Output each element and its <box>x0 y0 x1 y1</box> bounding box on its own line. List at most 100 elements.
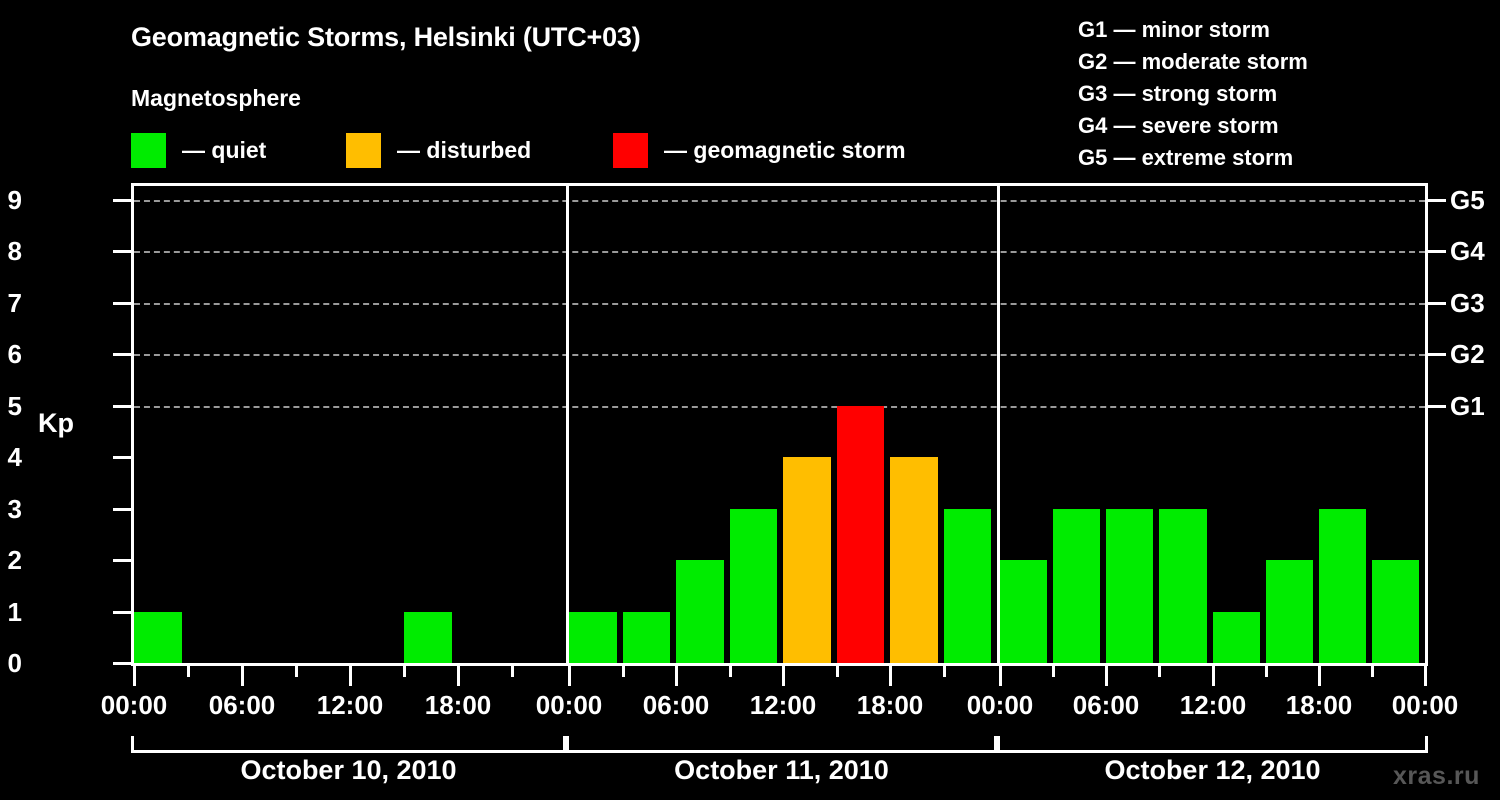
bar-10 <box>676 560 724 663</box>
ytick-label-9: 9 <box>7 184 22 215</box>
xtick-major-1-4 <box>782 666 785 686</box>
date-label-3: October 12, 2010 <box>1104 755 1321 785</box>
bar-0 <box>134 611 182 663</box>
xtick-minor-0-5 <box>403 666 406 677</box>
legend-entry-1: — disturbed <box>346 131 531 169</box>
plot-inner <box>134 186 1425 663</box>
gtick-mark-G1 <box>1428 404 1446 408</box>
xtick-label-10: 12:00 <box>1179 690 1247 720</box>
ytick-label-5: 5 <box>7 390 22 421</box>
bar-16 <box>1000 560 1048 663</box>
bar-15 <box>943 508 991 663</box>
xtick-label-1: 06:00 <box>208 690 276 720</box>
xtick-label-12: 00:00 <box>1391 690 1459 720</box>
legend-label-2: — geomagnetic storm <box>664 136 906 163</box>
gtick-mark-G2 <box>1428 353 1446 356</box>
legend-entry-2: — geomagnetic storm <box>613 131 906 169</box>
xtick-label-8: 00:00 <box>966 690 1034 720</box>
xtick-minor-0-1 <box>187 666 190 677</box>
xtick-label-6: 12:00 <box>749 690 817 720</box>
chart-subtitle: Magnetosphere <box>131 85 301 111</box>
xtick-label-2: 12:00 <box>316 690 384 720</box>
gtick-label-G1: G1 <box>1450 390 1485 421</box>
xtick-label-7: 18:00 <box>856 690 924 720</box>
gtick-label-G3: G3 <box>1450 287 1485 318</box>
xtick-label-9: 06:00 <box>1072 690 1140 720</box>
xtick-minor-1-3 <box>729 666 732 677</box>
ytick-label-7: 7 <box>7 287 22 318</box>
bar-21 <box>1265 560 1313 663</box>
gtick-mark-G4 <box>1428 250 1446 253</box>
ytick-mark-9 <box>113 198 131 202</box>
bar-22 <box>1318 508 1366 663</box>
bar-8 <box>569 611 617 663</box>
xtick-major-2-6 <box>1318 666 1321 686</box>
ytick-mark-6 <box>113 353 131 356</box>
ytick-label-3: 3 <box>7 493 22 524</box>
xtick-major-0-4 <box>349 666 352 686</box>
xtick-minor-0-3 <box>295 666 298 677</box>
legend-swatch-storm <box>613 132 648 168</box>
xtick-minor-2-5 <box>1265 666 1268 677</box>
bar-11 <box>729 508 777 663</box>
date-bracket-1 <box>131 736 566 753</box>
ytick-label-1: 1 <box>7 596 22 627</box>
gridline-kp-8 <box>134 251 1425 253</box>
xtick-minor-2-1 <box>1052 666 1055 677</box>
g-legend-row-3: G3 — strong storm <box>1078 81 1278 106</box>
ytick-mark-3 <box>113 507 131 511</box>
gtick-mark-G3 <box>1428 301 1446 305</box>
xtick-label-3: 18:00 <box>424 690 492 720</box>
ytick-mark-0 <box>113 662 131 665</box>
xtick-label-0: 00:00 <box>100 690 168 720</box>
gtick-label-G2: G2 <box>1450 339 1485 369</box>
xtick-major-1-0 <box>568 666 571 686</box>
xtick-major-0-2 <box>241 666 244 686</box>
g-legend-row-5: G5 — extreme storm <box>1078 145 1294 170</box>
gridline-kp-9 <box>134 199 1425 202</box>
xtick-major-1-6 <box>889 666 892 686</box>
gtick-label-G5: G5 <box>1450 184 1485 215</box>
gridline-kp-5 <box>134 405 1425 408</box>
bar-17 <box>1053 508 1101 663</box>
xtick-label-5: 06:00 <box>642 690 710 720</box>
ytick-label-6: 6 <box>7 339 22 369</box>
gridline-kp-6 <box>134 354 1425 356</box>
legend-label-0: — quiet <box>182 136 267 163</box>
xtick-minor-1-1 <box>622 666 625 677</box>
ytick-label-2: 2 <box>7 545 22 575</box>
xtick-label-11: 18:00 <box>1285 690 1353 720</box>
bar-9 <box>622 611 670 663</box>
bar-20 <box>1212 611 1260 663</box>
xtick-major-2-2 <box>1105 666 1108 686</box>
bar-5 <box>404 611 452 663</box>
ytick-label-0: 0 <box>7 648 22 678</box>
ytick-mark-5 <box>113 404 131 408</box>
legend-label-1: — disturbed <box>397 136 532 163</box>
ytick-mark-7 <box>113 301 131 305</box>
bar-14 <box>890 457 938 663</box>
xtick-minor-0-7 <box>511 666 514 677</box>
ytick-mark-8 <box>113 250 131 253</box>
xtick-label-4: 00:00 <box>535 690 603 720</box>
date-bracket-2 <box>566 736 997 753</box>
ytick-mark-2 <box>113 559 131 562</box>
y-axis-title: Kp <box>38 408 74 438</box>
ytick-mark-4 <box>113 456 131 459</box>
bar-19 <box>1159 508 1207 663</box>
g-legend-row-1: G1 — minor storm <box>1078 17 1270 42</box>
xtick-major-2-0 <box>999 666 1002 686</box>
xtick-minor-2-7 <box>1371 666 1374 677</box>
page-title: Geomagnetic Storms, Helsinki (UTC+03) <box>131 22 641 52</box>
ytick-mark-1 <box>113 610 131 614</box>
g-scale-legend: G1 — minor storm G2 — moderate storm G3 — … <box>1078 14 1478 174</box>
day-separator-2 <box>997 186 1000 663</box>
gridline-kp-7 <box>134 302 1425 305</box>
g-legend-row-2: G2 — moderate storm <box>1078 49 1308 74</box>
legend-swatch-disturbed <box>346 132 381 168</box>
date-label-2: October 11, 2010 <box>674 755 889 785</box>
date-bracket-3 <box>997 736 1428 753</box>
xtick-major-end <box>1424 666 1427 686</box>
day-separator-1 <box>566 186 569 663</box>
xtick-minor-1-5 <box>836 666 839 677</box>
